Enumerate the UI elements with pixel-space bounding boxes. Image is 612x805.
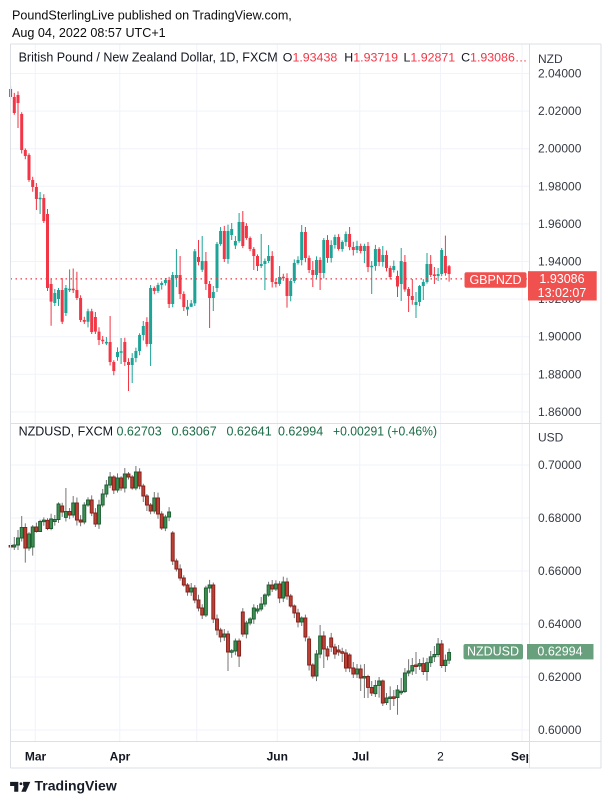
svg-text:1.90000: 1.90000 (538, 330, 582, 344)
svg-text:NZD: NZD (538, 52, 563, 66)
svg-text:Aug 04, 2022 08:57 UTC+1: Aug 04, 2022 08:57 UTC+1 (12, 26, 166, 40)
svg-text:British Pound / New Zealand Do: British Pound / New Zealand Dollar, 1D, … (19, 51, 278, 65)
svg-text:+0.00291 (+0.46%): +0.00291 (+0.46%) (333, 425, 437, 439)
svg-text:0.62641: 0.62641 (227, 425, 272, 439)
svg-text:0.62703: 0.62703 (117, 425, 162, 439)
svg-text:1.93086: 1.93086 (539, 272, 584, 286)
svg-text:0.68000: 0.68000 (538, 511, 582, 525)
svg-text:Apr: Apr (110, 750, 131, 764)
svg-text:0.63067: 0.63067 (172, 425, 217, 439)
svg-text:H1.93719: H1.93719 (344, 51, 398, 65)
svg-text:PoundSterlingLive published on: PoundSterlingLive published on TradingVi… (12, 9, 292, 23)
svg-text:GBPNZD: GBPNZD (469, 273, 521, 287)
svg-text:1.96000: 1.96000 (538, 217, 582, 231)
svg-text:Jul: Jul (352, 750, 369, 764)
svg-text:2.02000: 2.02000 (538, 104, 582, 118)
svg-text:2: 2 (437, 750, 444, 764)
svg-text:0.62994: 0.62994 (278, 425, 323, 439)
svg-text:TradingView: TradingView (35, 778, 117, 794)
svg-text:1.86000: 1.86000 (538, 405, 582, 419)
svg-text:0.66000: 0.66000 (538, 564, 582, 578)
svg-text:0.70000: 0.70000 (538, 458, 582, 472)
svg-text:NZDUSD, FXCM: NZDUSD, FXCM (19, 425, 113, 439)
svg-text:Jun: Jun (267, 750, 288, 764)
svg-text:1.98000: 1.98000 (538, 179, 582, 193)
svg-text:2.00000: 2.00000 (538, 142, 582, 156)
svg-text:0.64000: 0.64000 (538, 617, 582, 631)
svg-text:1.88000: 1.88000 (538, 367, 582, 381)
svg-text:1.94000: 1.94000 (538, 255, 582, 269)
svg-text:O1.93438: O1.93438 (283, 51, 338, 65)
svg-text:C1.93086…: C1.93086… (461, 51, 527, 65)
svg-text:Mar: Mar (25, 750, 47, 764)
svg-text:13:02:07: 13:02:07 (538, 286, 587, 300)
svg-text:L1.92871: L1.92871 (404, 51, 456, 65)
svg-text:NZDUSD: NZDUSD (467, 645, 519, 659)
svg-text:0.60000: 0.60000 (538, 723, 582, 737)
svg-text:2.04000: 2.04000 (538, 67, 582, 81)
svg-text:0.62994: 0.62994 (537, 645, 582, 659)
svg-text:USD: USD (538, 431, 564, 445)
svg-text:0.62000: 0.62000 (538, 670, 582, 684)
svg-text:Sep: Sep (511, 750, 533, 764)
